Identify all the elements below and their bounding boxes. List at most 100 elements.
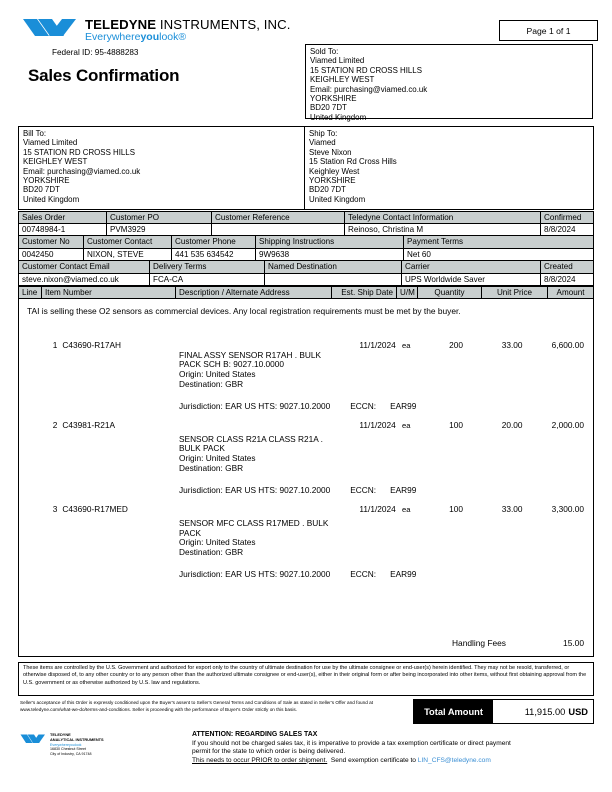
desc-line: Origin: United States — [179, 369, 256, 380]
ship-to-line: BD20 7DT — [309, 185, 346, 195]
eccn-label: ECCN: — [350, 400, 377, 411]
tagline-part-1: Everywhere — [85, 31, 141, 43]
col-quantity: Quantity — [418, 286, 482, 299]
value-sales-order: 00748984-1 — [18, 223, 107, 236]
line-item-amount: 6,600.00 — [551, 339, 584, 350]
company-name-rest: INSTRUMENTS, INC. — [156, 17, 291, 32]
registered-mark: ® — [178, 31, 187, 43]
sold-to-line: BD20 7DT — [310, 103, 347, 113]
page-indicator-box: Page 1 of 1 — [499, 20, 598, 41]
line-item-jurisdiction: Jurisdiction: EAR US HTS: 9027.10.2000 EC… — [179, 569, 593, 579]
attention-line: If you should not be charged sales tax, … — [192, 739, 511, 747]
header-payment-terms: Payment Terms — [404, 236, 594, 249]
document-header: TELEDYNE INSTRUMENTS, INC. Everywhereyou… — [0, 0, 612, 122]
footer-company-name: TELEDYNE — [50, 732, 71, 737]
company-name: TELEDYNE INSTRUMENTS, INC. — [85, 17, 291, 32]
value-confirmed-date: 8/8/2024 — [541, 223, 594, 236]
line-item-unit-price: 33.00 — [501, 503, 523, 514]
line-item-line-no: 1 — [52, 339, 58, 350]
attention-send-text: Send exemption certificate to — [330, 756, 416, 764]
desc-line: PACK SCH B: 9027.10.0000 — [179, 359, 285, 370]
header-customer-contact-email: Customer Contact Email — [18, 261, 150, 274]
line-item-um: ea — [402, 504, 411, 514]
value-teledyne-contact: Reinoso, Christina M — [345, 223, 541, 236]
commercial-device-notice: TAI is selling these O2 sensors as comme… — [27, 305, 461, 316]
desc-line: SENSOR MFC CLASS R17MED . BULK — [179, 517, 329, 528]
col-amount: Amount — [548, 286, 594, 299]
line-item-amount: 2,000.00 — [551, 419, 584, 430]
sales-tax-attention-block: ATTENTION: REGARDING SALES TAX If you sh… — [192, 731, 592, 765]
col-est-ship-date: Est. Ship Date — [332, 286, 397, 299]
line-item-unit-price: 20.00 — [501, 419, 523, 430]
line-item-row: 1 C43690-R17AH 11/1/2024 ea 200 33.00 6,… — [19, 340, 593, 411]
bill-to-line: United Kingdom — [23, 194, 80, 204]
line-item-ship-date: 11/1/2024 — [359, 339, 396, 350]
value-customer-contact: NIXON, STEVE — [84, 248, 172, 261]
info-header-row-3: Customer Contact Email Delivery Terms Na… — [18, 261, 594, 274]
header-customer-po: Customer PO — [107, 211, 212, 224]
ship-to-line: Keighley West — [309, 166, 360, 176]
logo-wordmark: TELEDYNE INSTRUMENTS, INC. Everywhereyou… — [85, 16, 291, 43]
header-customer-no: Customer No — [18, 236, 84, 249]
bill-to-line: Email: purchasing@viamed.co.uk — [23, 166, 141, 176]
value-created-date: 8/8/2024 — [541, 273, 594, 286]
eccn-value: EAR99 — [390, 400, 417, 411]
ship-to-line: Steve Nixon — [309, 147, 352, 157]
header-created: Created — [541, 261, 594, 274]
footer-company-division: ANALYTICAL INSTRUMENTS — [50, 736, 104, 742]
sold-to-line: United Kingdom — [310, 112, 367, 122]
col-line: Line — [18, 286, 42, 299]
header-customer-phone: Customer Phone — [172, 236, 256, 249]
desc-line: Destination: GBR — [179, 378, 244, 389]
exemption-email-link[interactable]: LIN_CFS@teledyne.com — [417, 756, 491, 764]
col-item-number: Item Number — [42, 286, 176, 299]
eccn-label: ECCN: — [350, 484, 377, 495]
line-item-description: SENSOR CLASS R21A CLASS R21A . BULK PACK… — [179, 433, 593, 474]
ship-to-line: United Kingdom — [309, 194, 366, 204]
sold-to-box: Sold To: Viamed Limited 15 STATION RD CR… — [305, 44, 593, 122]
line-item-jurisdiction: Jurisdiction: EAR US HTS: 9027.10.2000 EC… — [179, 401, 593, 411]
teledyne-chevron-logo-icon — [23, 19, 76, 36]
bill-to-line: YORKSHIRE — [23, 176, 70, 186]
line-item-quantity: 100 — [449, 419, 463, 430]
total-amount-currency: USD — [568, 706, 588, 717]
line-item-amount: 3,300.00 — [551, 503, 584, 514]
ship-to-line: YORKSHIRE — [309, 176, 356, 186]
value-delivery-terms: FCA-CA — [150, 273, 265, 286]
value-payment-terms: Net 60 — [404, 248, 594, 261]
header-customer-reference: Customer Reference — [212, 211, 345, 224]
attention-line: permit for the state to which order is b… — [192, 748, 346, 756]
line-item-line-no: 2 — [52, 419, 58, 430]
attention-final-line: This needs to occur PRIOR to order shipm… — [192, 757, 592, 766]
terms-and-conditions-notice: Seller's acceptance of this Order is exp… — [20, 700, 374, 712]
col-um: U/M — [397, 286, 418, 299]
line-item-line-no: 3 — [52, 503, 58, 514]
attention-underlined-text: This needs to occur PRIOR to order shipm… — [192, 756, 328, 764]
federal-id: Federal ID: 95-4888283 — [52, 48, 139, 57]
value-shipping-instructions: 9W9638 — [256, 248, 404, 261]
sold-to-line: Email: purchasing@viamed.co.uk — [310, 84, 428, 94]
jurisdiction-text: Jurisdiction: EAR US HTS: 9027.10.2000 — [179, 569, 331, 580]
ship-to-box: Ship To: Viamed Steve Nixon 15 Station R… — [305, 126, 594, 210]
line-item-description: SENSOR MFC CLASS R17MED . BULK PACK Orig… — [179, 517, 593, 558]
teledyne-logo: TELEDYNE INSTRUMENTS, INC. Everywhereyou… — [22, 16, 291, 43]
col-unit-price: Unit Price — [482, 286, 548, 299]
line-item-row: 3 C43690-R17MED 11/1/2024 ea 100 33.00 3… — [19, 504, 593, 579]
handling-fees-label: Handling Fees — [451, 637, 506, 648]
total-amount-value-wrap: 11,915.00 USD — [493, 700, 593, 723]
line-item-row: 2 C43981-R21A 11/1/2024 ea 100 20.00 2,0… — [19, 420, 593, 495]
line-items-header: Line Item Number Description / Alternate… — [18, 286, 594, 299]
line-items-body: TAI is selling these O2 sensors as comme… — [18, 298, 594, 657]
info-value-row-2: 0042450 NIXON, STEVE 441 535 634542 9W96… — [18, 248, 594, 261]
eccn-value: EAR99 — [390, 484, 417, 495]
eccn-value: EAR99 — [390, 569, 417, 580]
jurisdiction-text: Jurisdiction: EAR US HTS: 9027.10.2000 — [179, 484, 331, 495]
desc-line: SENSOR CLASS R21A CLASS R21A . — [179, 433, 323, 444]
header-teledyne-contact: Teledyne Contact Information — [345, 211, 541, 224]
footer-address-line: 16830 Chestnut Street — [50, 747, 86, 752]
header-carrier: Carrier — [402, 261, 541, 274]
desc-line: Destination: GBR — [179, 547, 244, 558]
line-item-um: ea — [402, 420, 411, 430]
bill-to-line: KEIGHLEY WEST — [23, 157, 88, 167]
